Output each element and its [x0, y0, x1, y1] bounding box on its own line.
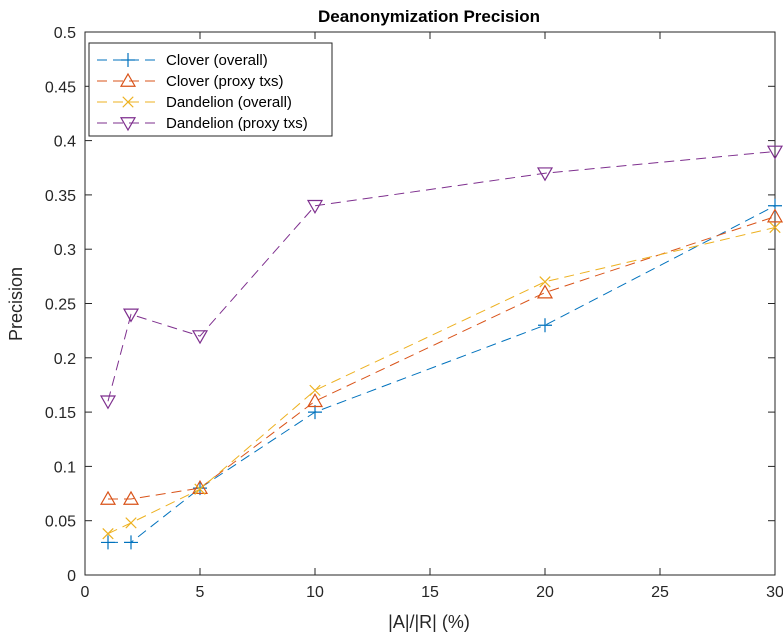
data-point — [99, 490, 117, 505]
y-axis-label: Precision — [6, 267, 26, 341]
data-point — [769, 221, 781, 234]
x-axis: 0 5 10 15 20 25 30 — [81, 32, 783, 601]
data-point — [766, 145, 783, 160]
data-point — [536, 167, 554, 182]
data-point — [539, 276, 551, 288]
x-tick-label: 10 — [306, 584, 324, 601]
legend-label: Clover (proxy txs) — [166, 73, 284, 90]
legend-marker — [119, 72, 137, 87]
series-line — [107, 151, 776, 402]
data-point — [306, 393, 324, 408]
legend-item: Clover (proxy txs) — [97, 72, 284, 90]
data-point — [536, 284, 554, 299]
y-tick-label: 0.25 — [45, 297, 76, 314]
data-point — [194, 483, 206, 495]
legend-item: Clover (overall) — [97, 52, 268, 69]
y-tick-label: 0.3 — [54, 242, 76, 259]
series-line — [107, 227, 776, 535]
legend-item: Dandelion (proxy txs) — [97, 115, 308, 132]
y-tick-label: 0.5 — [54, 25, 76, 42]
data-point — [306, 199, 324, 214]
x-axis-label: |A|/|R| (%) — [388, 612, 470, 632]
data-point — [102, 528, 114, 540]
legend-item: Dandelion (overall) — [97, 94, 292, 111]
data-point — [766, 208, 783, 223]
legend-label: Dandelion (overall) — [166, 94, 292, 111]
chart-title: Deanonymization Precision — [318, 7, 540, 26]
data-point — [191, 330, 209, 345]
series-4 — [99, 145, 783, 410]
x-tick-label: 5 — [196, 584, 205, 601]
y-tick-label: 0.45 — [45, 79, 76, 96]
x-tick-label: 25 — [651, 584, 669, 601]
legend-label: Dandelion (proxy txs) — [166, 115, 308, 132]
series-layer — [99, 145, 783, 550]
x-tick-label: 15 — [421, 584, 439, 601]
series-2 — [99, 208, 783, 505]
y-tick-label: 0.4 — [54, 134, 76, 151]
y-tick-label: 0.35 — [45, 188, 76, 205]
data-point — [309, 384, 321, 397]
x-tick-label: 20 — [536, 584, 554, 601]
data-point — [122, 308, 140, 323]
y-tick-label: 0 — [67, 568, 76, 585]
y-tick-label: 0.1 — [54, 459, 76, 476]
legend: Clover (overall) Clover (proxy txs) Dandel… — [88, 42, 333, 137]
data-point — [538, 318, 552, 333]
y-tick-label: 0.2 — [54, 351, 76, 368]
data-point — [308, 405, 322, 420]
legend-box — [88, 42, 333, 137]
legend-marker — [119, 117, 137, 132]
legend-label: Clover (overall) — [166, 52, 268, 69]
legend-marker — [122, 96, 134, 108]
y-tick-label: 0.15 — [45, 405, 76, 422]
data-point — [191, 479, 209, 494]
series-3 — [102, 221, 781, 540]
x-tick-label: 30 — [766, 584, 783, 601]
x-tick-label: 0 — [81, 584, 90, 601]
data-point — [99, 395, 117, 410]
data-point — [101, 535, 115, 550]
legend-marker — [121, 53, 135, 67]
data-point — [124, 535, 138, 550]
y-tick-label: 0.05 — [45, 514, 76, 531]
y-axis: 0 0.05 0.1 0.15 0.2 0.25 0.3 0.35 0.4 0.45 0.5 — [45, 25, 775, 585]
data-point — [125, 517, 137, 529]
data-point — [122, 490, 140, 505]
